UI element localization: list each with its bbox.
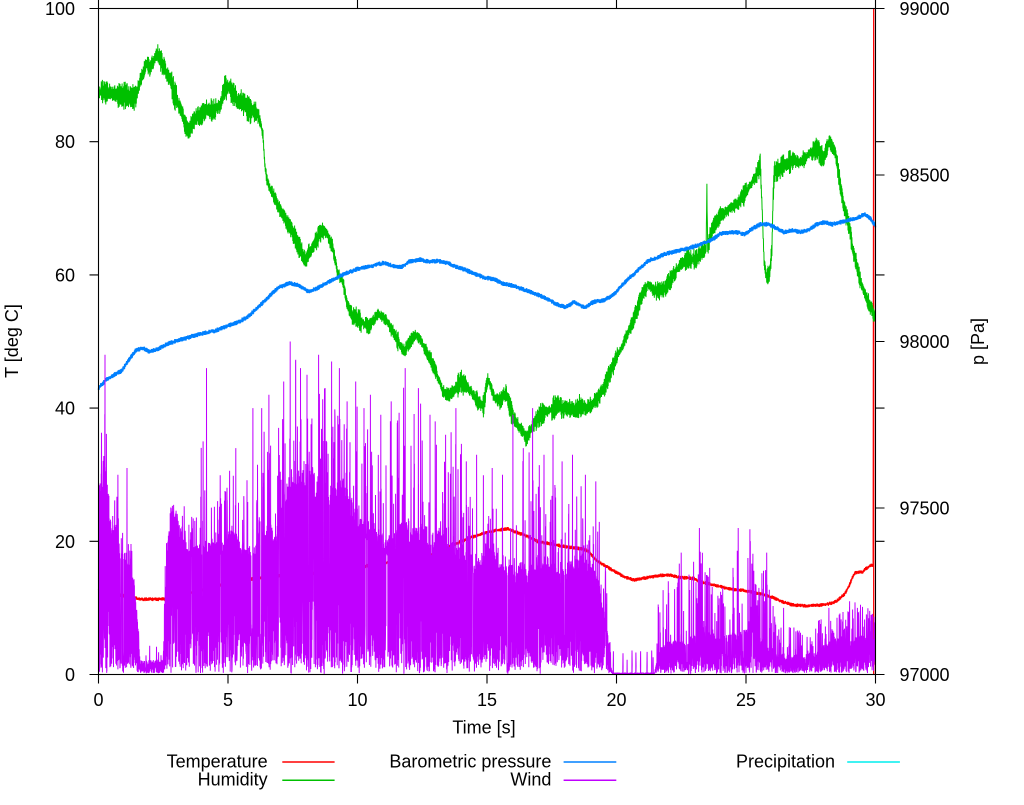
svg-text:97500: 97500 — [900, 499, 950, 519]
svg-text:15: 15 — [477, 690, 497, 710]
svg-text:100: 100 — [45, 0, 75, 19]
svg-text:40: 40 — [55, 399, 75, 419]
svg-text:20: 20 — [606, 690, 626, 710]
svg-text:Humidity: Humidity — [198, 770, 268, 790]
svg-text:98000: 98000 — [900, 332, 950, 352]
svg-text:97000: 97000 — [900, 665, 950, 685]
svg-text:30: 30 — [865, 690, 885, 710]
svg-text:Wind: Wind — [510, 770, 551, 790]
svg-text:Temperature: Temperature — [167, 752, 268, 772]
svg-text:0: 0 — [93, 690, 103, 710]
svg-text:5: 5 — [223, 690, 233, 710]
svg-text:p [Pa]: p [Pa] — [968, 318, 988, 365]
svg-text:T [deg C]: T [deg C] — [2, 304, 22, 378]
svg-text:98500: 98500 — [900, 166, 950, 186]
svg-text:Precipitation: Precipitation — [736, 752, 835, 772]
svg-text:Time [s]: Time [s] — [452, 718, 515, 738]
svg-text:10: 10 — [347, 690, 367, 710]
svg-text:80: 80 — [55, 132, 75, 152]
svg-text:20: 20 — [55, 532, 75, 552]
svg-text:99000: 99000 — [900, 0, 950, 19]
svg-text:60: 60 — [55, 265, 75, 285]
svg-text:25: 25 — [736, 690, 756, 710]
svg-text:Barometric pressure: Barometric pressure — [389, 752, 551, 772]
svg-text:0: 0 — [65, 665, 75, 685]
